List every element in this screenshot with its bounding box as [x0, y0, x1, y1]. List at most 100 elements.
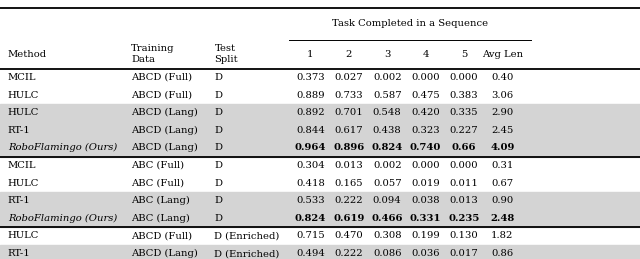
- Text: 0.373: 0.373: [296, 73, 324, 82]
- Text: 0.86: 0.86: [492, 249, 513, 258]
- Text: 0.548: 0.548: [373, 108, 401, 117]
- Text: 0.466: 0.466: [371, 214, 403, 223]
- Text: RT-1: RT-1: [8, 126, 31, 135]
- Text: 0.057: 0.057: [373, 179, 401, 188]
- Text: 0.013: 0.013: [450, 196, 478, 205]
- Text: 0.036: 0.036: [412, 249, 440, 258]
- Text: 0.000: 0.000: [412, 73, 440, 82]
- Text: 0.383: 0.383: [450, 91, 478, 99]
- Text: ABC (Lang): ABC (Lang): [131, 196, 190, 205]
- Text: 5: 5: [461, 50, 467, 59]
- Text: 0.331: 0.331: [410, 214, 442, 223]
- Text: Training
Data: Training Data: [131, 44, 175, 64]
- Bar: [0, 139, 640, 157]
- Text: 0.011: 0.011: [449, 179, 479, 188]
- Text: ABCD (Lang): ABCD (Lang): [131, 249, 198, 258]
- Text: Avg Len: Avg Len: [482, 50, 523, 59]
- Text: 0.40: 0.40: [492, 73, 513, 82]
- Text: 0.964: 0.964: [294, 143, 326, 152]
- Text: 0.475: 0.475: [412, 91, 440, 99]
- Text: 0.222: 0.222: [335, 249, 363, 258]
- Text: 0.701: 0.701: [335, 108, 363, 117]
- Text: D: D: [214, 161, 223, 170]
- Text: 0.533: 0.533: [296, 196, 324, 205]
- Text: 0.67: 0.67: [492, 179, 513, 188]
- Text: MCIL: MCIL: [8, 161, 36, 170]
- Text: D: D: [214, 73, 223, 82]
- Text: D (Enriched): D (Enriched): [214, 232, 280, 240]
- Text: 0.844: 0.844: [296, 126, 325, 135]
- Text: 0.438: 0.438: [373, 126, 401, 135]
- Text: ABCD (Full): ABCD (Full): [131, 91, 193, 99]
- Text: RoboFlamingo (Ours): RoboFlamingo (Ours): [8, 214, 117, 223]
- Text: ABC (Full): ABC (Full): [131, 179, 184, 188]
- Text: 0.31: 0.31: [492, 161, 513, 170]
- Text: D (Enriched): D (Enriched): [214, 249, 280, 258]
- Text: ABC (Full): ABC (Full): [131, 161, 184, 170]
- Text: D: D: [214, 143, 223, 152]
- Text: 0.130: 0.130: [450, 232, 478, 240]
- Text: Method: Method: [8, 50, 47, 59]
- Text: 0.896: 0.896: [333, 143, 364, 152]
- Text: 0.165: 0.165: [335, 179, 363, 188]
- Text: HULC: HULC: [8, 91, 39, 99]
- Text: 0.000: 0.000: [412, 161, 440, 170]
- Text: ABCD (Lang): ABCD (Lang): [131, 108, 198, 117]
- Text: HULC: HULC: [8, 179, 39, 188]
- Text: 4: 4: [422, 50, 429, 59]
- Text: 0.470: 0.470: [335, 232, 363, 240]
- Text: 0.094: 0.094: [373, 196, 401, 205]
- Text: 0.740: 0.740: [410, 143, 442, 152]
- Text: 0.90: 0.90: [492, 196, 513, 205]
- Text: 0.619: 0.619: [333, 214, 365, 223]
- Bar: [0, 104, 640, 121]
- Text: 0.335: 0.335: [450, 108, 478, 117]
- Text: D: D: [214, 196, 223, 205]
- Text: 0.617: 0.617: [335, 126, 363, 135]
- Text: 0.017: 0.017: [450, 249, 478, 258]
- Text: 0.323: 0.323: [412, 126, 440, 135]
- Text: 0.227: 0.227: [450, 126, 478, 135]
- Bar: [0, 192, 640, 210]
- Text: 0.733: 0.733: [335, 91, 363, 99]
- Text: ABCD (Lang): ABCD (Lang): [131, 143, 198, 153]
- Text: HULC: HULC: [8, 108, 39, 117]
- Text: D: D: [214, 91, 223, 99]
- Text: 0.086: 0.086: [373, 249, 401, 258]
- Text: 0.019: 0.019: [412, 179, 440, 188]
- Text: ABCD (Lang): ABCD (Lang): [131, 126, 198, 135]
- Text: 0.715: 0.715: [296, 232, 324, 240]
- Text: ABC (Lang): ABC (Lang): [131, 214, 190, 223]
- Text: 2: 2: [346, 50, 352, 59]
- Text: 0.824: 0.824: [295, 214, 326, 223]
- Text: 0.66: 0.66: [452, 143, 476, 152]
- Text: ABCD (Full): ABCD (Full): [131, 232, 193, 240]
- Text: RT-1: RT-1: [8, 196, 31, 205]
- Text: 3.06: 3.06: [492, 91, 513, 99]
- Text: 0.000: 0.000: [450, 73, 478, 82]
- Text: 0.222: 0.222: [335, 196, 363, 205]
- Text: Test
Split: Test Split: [214, 44, 238, 64]
- Text: 0.013: 0.013: [335, 161, 363, 170]
- Text: D: D: [214, 214, 223, 223]
- Bar: [0, 210, 640, 227]
- Text: 1: 1: [307, 50, 314, 59]
- Text: 0.002: 0.002: [373, 73, 401, 82]
- Text: D: D: [214, 108, 223, 117]
- Text: 0.824: 0.824: [372, 143, 403, 152]
- Text: 4.09: 4.09: [490, 143, 515, 152]
- Text: 0.494: 0.494: [296, 249, 325, 258]
- Text: D: D: [214, 126, 223, 135]
- Text: 2.48: 2.48: [490, 214, 515, 223]
- Text: 0.420: 0.420: [412, 108, 440, 117]
- Text: 0.892: 0.892: [296, 108, 324, 117]
- Text: 0.038: 0.038: [412, 196, 440, 205]
- Text: 0.889: 0.889: [296, 91, 324, 99]
- Text: D: D: [214, 179, 223, 188]
- Text: 0.235: 0.235: [448, 214, 480, 223]
- Text: 0.308: 0.308: [373, 232, 401, 240]
- Text: 0.000: 0.000: [450, 161, 478, 170]
- Text: 1.82: 1.82: [492, 232, 513, 240]
- Bar: [0, 121, 640, 139]
- Text: 2.45: 2.45: [492, 126, 513, 135]
